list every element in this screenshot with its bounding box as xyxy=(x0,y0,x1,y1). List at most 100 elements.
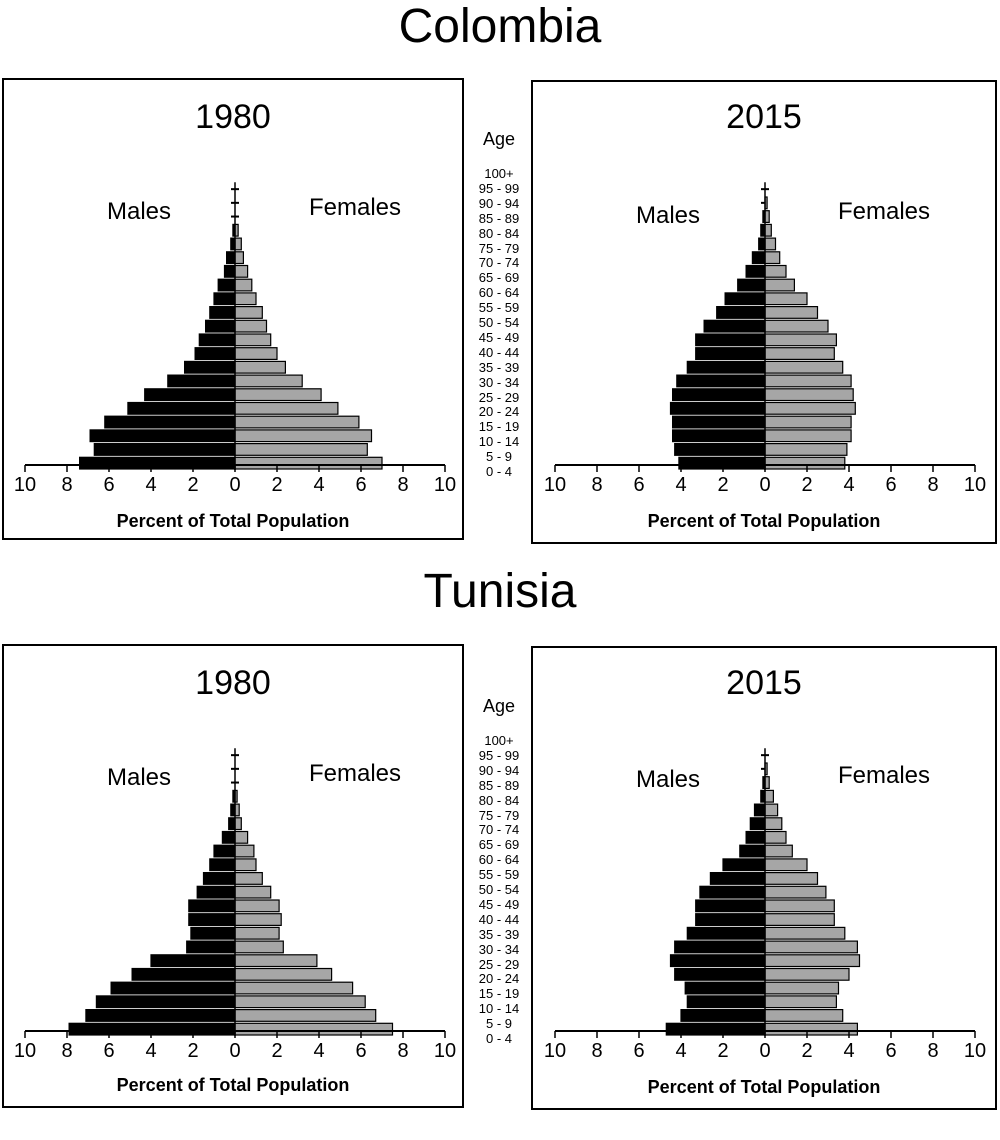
x-axis-title: Percent of Total Population xyxy=(116,511,350,531)
bar-male xyxy=(703,319,766,333)
age-heading: Age xyxy=(482,129,516,149)
bar-female xyxy=(234,967,333,981)
bar-male xyxy=(217,278,236,292)
pyramid-chart: 10 8 6 4 2 0 2 4 6 8 10 xyxy=(544,748,986,1062)
x-tick-label: 4 xyxy=(675,474,686,496)
x-tick-label: 6 xyxy=(103,1040,114,1062)
age-group-label: 70 - 74 xyxy=(478,255,520,271)
bar-male xyxy=(68,1022,236,1036)
age-group-label: 40 - 44 xyxy=(478,911,520,927)
bar-male xyxy=(188,913,236,927)
x-tick-label: 0 xyxy=(759,474,770,496)
bar-male xyxy=(202,872,236,885)
x-tick-label: 10 xyxy=(544,474,566,496)
bar-female xyxy=(234,1022,394,1036)
age-group-label: 55 - 59 xyxy=(478,867,520,883)
age-group-label: 100+ xyxy=(484,166,514,181)
x-tick-label: 0 xyxy=(229,474,240,496)
bar-female xyxy=(234,251,244,265)
age-group-label: 20 - 24 xyxy=(478,404,520,420)
bar-male xyxy=(699,885,766,899)
x-tick-label: 6 xyxy=(355,474,366,496)
females-label: Females xyxy=(838,198,931,225)
x-tick-label: 2 xyxy=(271,1040,282,1062)
x-tick-label: 8 xyxy=(397,1040,408,1062)
bar-female xyxy=(764,872,819,885)
x-tick-label: 4 xyxy=(675,1040,686,1062)
bar-male xyxy=(186,940,236,954)
chart-title: 2015 xyxy=(726,664,802,702)
bar-female xyxy=(764,278,795,292)
bar-female xyxy=(764,803,779,817)
bar-male xyxy=(686,995,766,1009)
bar-male xyxy=(684,981,766,995)
bar-female xyxy=(234,981,354,995)
females-label: Females xyxy=(838,762,931,789)
x-tick-label: 8 xyxy=(61,474,72,496)
bar-male xyxy=(221,830,236,844)
bar-female xyxy=(764,940,859,954)
x-tick-label: 8 xyxy=(61,1040,72,1062)
age-group-label: 45 - 49 xyxy=(478,896,520,912)
bar-male xyxy=(209,306,236,319)
bar-female xyxy=(764,817,783,831)
bar-male xyxy=(104,415,236,429)
bar-female xyxy=(234,360,287,374)
age-group-label: 5 - 9 xyxy=(485,449,512,465)
x-axis-title: Percent of Total Population xyxy=(647,511,881,531)
age-group-label: 25 - 29 xyxy=(478,389,520,405)
bar-male xyxy=(190,926,236,940)
bar-male xyxy=(78,456,236,470)
x-tick-label: 6 xyxy=(885,1040,896,1062)
x-tick-label: 6 xyxy=(355,1040,366,1062)
bar-male xyxy=(739,844,766,858)
chart-title: 1980 xyxy=(195,664,271,702)
bar-male xyxy=(669,954,766,968)
bar-male xyxy=(674,443,766,456)
x-tick-label: 8 xyxy=(927,474,938,496)
pyramid-panel-colombia-2015: 2015 Males Females 10 8 6 4 2 0 2 4 6 8 10 Percent… xyxy=(531,80,997,544)
bar-male xyxy=(724,292,766,306)
bar-male xyxy=(672,415,766,429)
x-tick-label: 4 xyxy=(145,1040,156,1062)
bar-male xyxy=(85,1009,236,1022)
bar-male xyxy=(695,899,766,913)
males-label: Males xyxy=(636,202,701,229)
x-tick-label: 0 xyxy=(229,1040,240,1062)
bar-female xyxy=(234,872,263,885)
bar-male xyxy=(213,292,236,306)
x-tick-label: 4 xyxy=(843,474,854,496)
bar-female xyxy=(764,306,819,319)
bar-female xyxy=(764,1022,859,1036)
x-tick-label: 4 xyxy=(313,1040,324,1062)
chart-title: 1980 xyxy=(195,98,271,136)
x-tick-label: 10 xyxy=(964,474,986,496)
x-tick-label: 6 xyxy=(885,474,896,496)
x-tick-label: 2 xyxy=(717,474,728,496)
x-tick-label: 10 xyxy=(14,474,36,496)
pyramid-panel-tunisia-1980: 1980 Males Females 10 8 6 4 2 0 2 4 6 8 10 Percent… xyxy=(2,644,464,1108)
bar-female xyxy=(764,251,781,265)
x-tick-label: 2 xyxy=(801,474,812,496)
bar-female xyxy=(764,789,774,803)
country-title-tunisia: Tunisia xyxy=(423,565,577,618)
age-group-label: 10 - 14 xyxy=(478,1001,520,1017)
bar-male xyxy=(678,456,766,470)
age-group-label: 5 - 9 xyxy=(485,1016,512,1032)
bar-male xyxy=(695,333,766,347)
pyramid-chart: 10 8 6 4 2 0 2 4 6 8 10 xyxy=(544,182,986,496)
bar-female xyxy=(234,830,249,844)
bar-male xyxy=(669,401,766,415)
bar-male xyxy=(223,264,236,278)
age-group-label: 15 - 19 xyxy=(478,419,520,435)
bar-female xyxy=(234,995,366,1009)
x-tick-label: 10 xyxy=(14,1040,36,1062)
bar-female xyxy=(764,844,793,858)
x-axis-title: Percent of Total Population xyxy=(116,1075,350,1095)
bar-female xyxy=(234,264,249,278)
bar-female xyxy=(234,926,280,940)
bar-female xyxy=(234,306,263,319)
bar-female xyxy=(764,954,861,968)
age-group-label: 20 - 24 xyxy=(478,971,520,987)
bar-male xyxy=(674,940,766,954)
